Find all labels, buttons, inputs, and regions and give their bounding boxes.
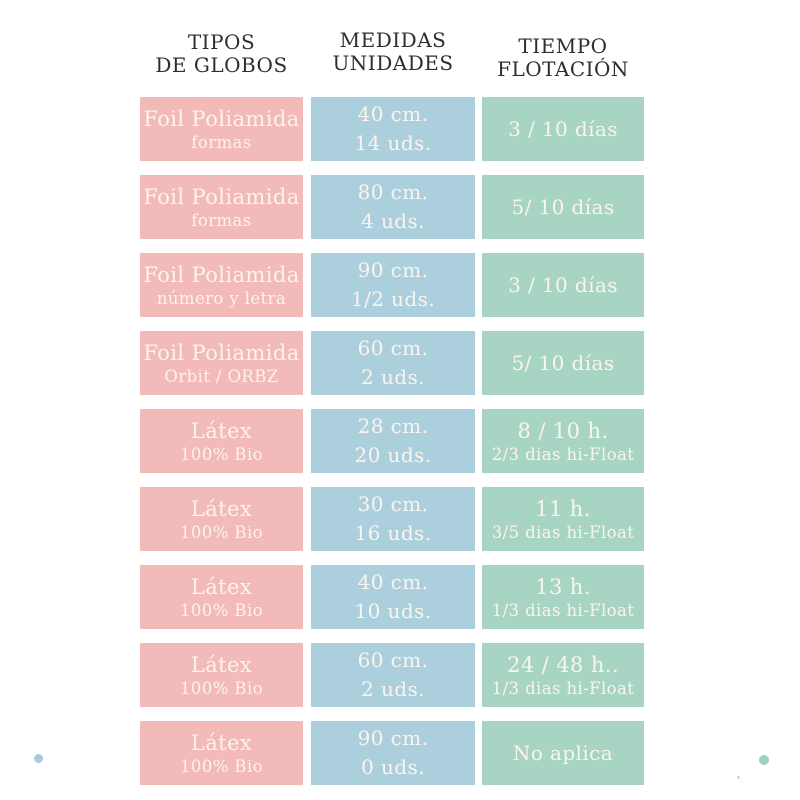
medida-cell-line: 40 cm. (357, 570, 429, 594)
tipo-cell-line: Látex (190, 574, 253, 599)
medida-cell: 28 cm. 20 uds. (311, 409, 475, 473)
decorative-dot-right (759, 755, 769, 765)
tiempo-cell: No aplica (482, 721, 644, 785)
decorative-dot-left (34, 754, 43, 763)
table-row: Látex 100% Bio 60 cm. 2 uds. 24 / 48 h.. 1/3 … (140, 643, 644, 707)
tipo-cell: Látex 100% Bio (140, 409, 303, 473)
tipo-cell-line: 100% Bio (180, 444, 263, 464)
medida-cell-line: 10 uds. (354, 599, 432, 623)
tipo-cell-line: número y letra (156, 288, 287, 308)
table-row: Látex 100% Bio 30 cm. 16 uds. 11 h. 3/5 dias … (140, 487, 644, 551)
tiempo-cell-line: 3/5 dias hi-Float (491, 522, 635, 542)
tipo-cell-line: Látex (190, 496, 253, 521)
medida-cell: 40 cm. 10 uds. (311, 565, 475, 629)
tiempo-cell: 5/ 10 días (482, 175, 644, 239)
medida-cell: 90 cm. 1/2 uds. (311, 253, 475, 317)
medida-cell-line: 40 cm. (357, 102, 429, 126)
table-row: Látex 100% Bio 90 cm. 0 uds. No aplica (140, 721, 644, 785)
tipo-cell: Látex 100% Bio (140, 487, 303, 551)
tipo-cell-line: Látex (190, 730, 253, 755)
decorative-dot-tiny (737, 776, 740, 779)
tiempo-cell: 13 h. 1/3 dias hi-Float (482, 565, 644, 629)
medida-cell-line: 30 cm. (357, 492, 429, 516)
header-line: TIPOS (187, 30, 256, 54)
tiempo-cell-line: 5/ 10 días (511, 195, 615, 219)
medida-cell-line: 60 cm. (357, 648, 429, 672)
tiempo-cell-line: 3 / 10 días (508, 117, 618, 141)
tipo-cell-line: Foil Poliamida (143, 340, 300, 365)
tipo-cell-line: Foil Poliamida (143, 262, 300, 287)
medida-cell-line: 60 cm. (357, 336, 429, 360)
medida-cell: 60 cm. 2 uds. (311, 643, 475, 707)
tiempo-cell-line: No aplica (512, 741, 614, 765)
tipo-cell-line: 100% Bio (180, 756, 263, 776)
header-line: TIEMPO (518, 34, 608, 58)
tipo-cell: Látex 100% Bio (140, 565, 303, 629)
tiempo-cell-line: 8 / 10 h. (517, 418, 609, 443)
tipo-cell: Foil Poliamida Orbit / ORBZ (140, 331, 303, 395)
tiempo-cell-line: 3 / 10 días (508, 273, 618, 297)
header-line: UNIDADES (332, 51, 454, 75)
table-row: Foil Poliamida formas 40 cm. 14 uds. 3 / 10 … (140, 97, 644, 161)
header-line: MEDIDAS (339, 28, 447, 52)
medida-cell: 40 cm. 14 uds. (311, 97, 475, 161)
header-tiempo-flotacion: TIEMPO FLOTACIÓN (482, 35, 644, 81)
medida-cell-line: 2 uds. (361, 677, 425, 701)
header-tipos-de-globos: TIPOS DE GLOBOS (140, 31, 303, 77)
tipo-cell: Foil Poliamida formas (140, 97, 303, 161)
tiempo-cell: 3 / 10 días (482, 253, 644, 317)
table-row: Foil Poliamida Orbit / ORBZ 60 cm. 2 uds. 5/… (140, 331, 644, 395)
medida-cell-line: 14 uds. (354, 131, 432, 155)
tiempo-cell-line: 24 / 48 h.. (507, 652, 619, 677)
tiempo-cell: 24 / 48 h.. 1/3 dias hi-Float (482, 643, 644, 707)
table-row: Látex 100% Bio 40 cm. 10 uds. 13 h. 1/3 dias … (140, 565, 644, 629)
medida-cell-line: 1/2 uds. (350, 287, 436, 311)
medida-cell-line: 80 cm. (357, 180, 429, 204)
tipo-cell-line: Orbit / ORBZ (164, 366, 279, 386)
tiempo-cell-line: 1/3 dias hi-Float (491, 600, 635, 620)
tipo-cell: Foil Poliamida formas (140, 175, 303, 239)
tipo-cell: Látex 100% Bio (140, 643, 303, 707)
table-row: Foil Poliamida número y letra 90 cm. 1/2 ud… (140, 253, 644, 317)
table-row: Látex 100% Bio 28 cm. 20 uds. 8 / 10 h. 2/3 d… (140, 409, 644, 473)
tipo-cell-line: Látex (190, 418, 253, 443)
tiempo-cell-line: 11 h. (535, 496, 591, 521)
medida-cell-line: 4 uds. (361, 209, 425, 233)
tiempo-cell-line: 5/ 10 días (511, 351, 615, 375)
tipo-cell-line: Foil Poliamida (143, 106, 300, 131)
tipo-cell-line: 100% Bio (180, 522, 263, 542)
tipo-cell: Látex 100% Bio (140, 721, 303, 785)
tipo-cell-line: 100% Bio (180, 678, 263, 698)
tipo-cell-line: Foil Poliamida (143, 184, 300, 209)
tiempo-cell-line: 1/3 dias hi-Float (491, 678, 635, 698)
tiempo-cell: 3 / 10 días (482, 97, 644, 161)
medida-cell: 60 cm. 2 uds. (311, 331, 475, 395)
medida-cell-line: 20 uds. (354, 443, 432, 467)
tipo-cell-line: 100% Bio (180, 600, 263, 620)
tipo-cell: Foil Poliamida número y letra (140, 253, 303, 317)
medida-cell-line: 28 cm. (357, 414, 429, 438)
tipo-cell-line: Látex (190, 652, 253, 677)
tiempo-cell: 11 h. 3/5 dias hi-Float (482, 487, 644, 551)
medida-cell-line: 90 cm. (357, 258, 429, 282)
header-medidas-unidades: MEDIDAS UNIDADES (311, 29, 475, 75)
header-line: DE GLOBOS (155, 53, 288, 77)
tiempo-cell-line: 13 h. (535, 574, 591, 599)
tiempo-cell: 8 / 10 h. 2/3 dias hi-Float (482, 409, 644, 473)
medida-cell-line: 2 uds. (361, 365, 425, 389)
tipo-cell-line: formas (191, 210, 252, 230)
table-row: Foil Poliamida formas 80 cm. 4 uds. 5/ 10 dí… (140, 175, 644, 239)
medida-cell-line: 90 cm. (357, 726, 429, 750)
header-line: FLOTACIÓN (497, 57, 629, 81)
tiempo-cell-line: 2/3 dias hi-Float (491, 444, 635, 464)
medida-cell: 80 cm. 4 uds. (311, 175, 475, 239)
medida-cell: 30 cm. 16 uds. (311, 487, 475, 551)
medida-cell: 90 cm. 0 uds. (311, 721, 475, 785)
table-rows: Foil Poliamida formas 40 cm. 14 uds. 3 / 10 … (140, 97, 644, 799)
tiempo-cell: 5/ 10 días (482, 331, 644, 395)
medida-cell-line: 16 uds. (354, 521, 432, 545)
tipo-cell-line: formas (191, 132, 252, 152)
medida-cell-line: 0 uds. (361, 755, 425, 779)
